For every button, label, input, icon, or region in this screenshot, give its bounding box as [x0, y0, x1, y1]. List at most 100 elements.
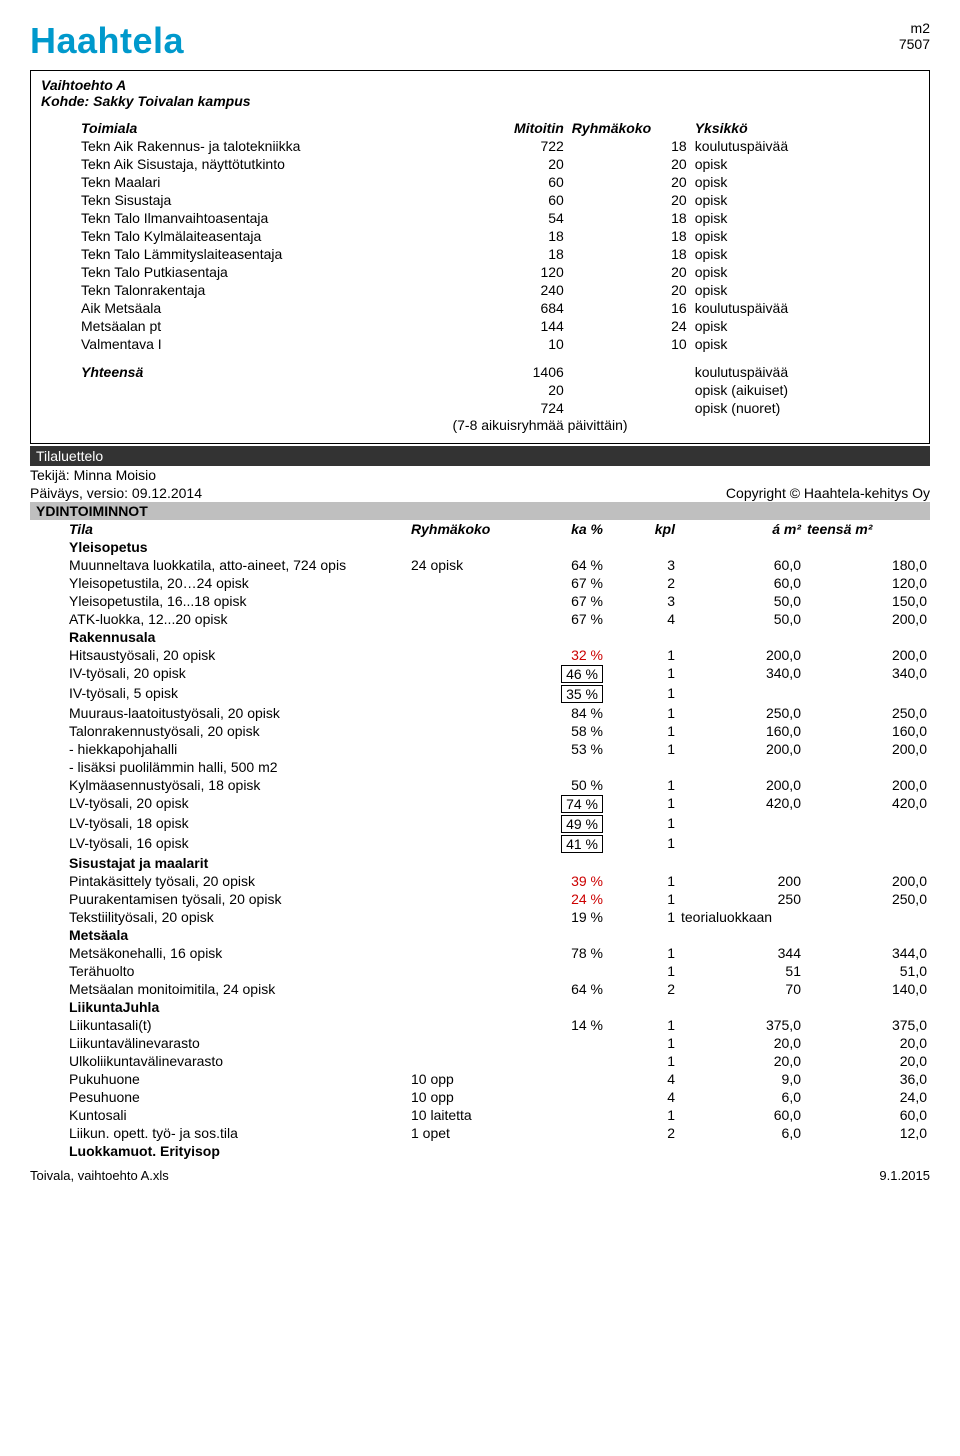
- row-name: LV-työsali, 18 opisk: [66, 814, 408, 834]
- sum-mitoitin: 724: [462, 399, 567, 417]
- row-am2: 250: [678, 890, 804, 908]
- row-ryhma: [408, 1052, 516, 1070]
- footer-left: Toivala, vaihtoehto A.xls: [30, 1168, 169, 1183]
- footer: Toivala, vaihtoehto A.xls 9.1.2015: [30, 1168, 930, 1183]
- row-tot: [804, 684, 930, 704]
- row-ryhma: [408, 944, 516, 962]
- row-mitoitin: 144: [462, 317, 567, 335]
- row-name: Tekn Aik Sisustaja, näyttötutkinto: [41, 155, 462, 173]
- row-ryhma: 20: [568, 281, 691, 299]
- row-am2: 51: [678, 962, 804, 980]
- row-tot: 36,0: [804, 1070, 930, 1088]
- row-tot: 200,0: [804, 872, 930, 890]
- row-tot: [804, 758, 930, 776]
- row-ka: 41 %: [516, 834, 606, 854]
- row-kpl: 3: [606, 592, 678, 610]
- row-ryhma: [408, 684, 516, 704]
- row-ka: 50 %: [516, 776, 606, 794]
- row-name: Pesuhuone: [66, 1088, 408, 1106]
- row-ryhma: [408, 834, 516, 854]
- row-name: Ulkoliikuntavälinevarasto: [66, 1052, 408, 1070]
- row-tot: 51,0: [804, 962, 930, 980]
- row-name: Tekn Talonrakentaja: [41, 281, 462, 299]
- row-name: Liikun. opett. työ- ja sos.tila: [66, 1124, 408, 1142]
- row-ka: [516, 1034, 606, 1052]
- row-ryhma: 16: [568, 299, 691, 317]
- row-mitoitin: 722: [462, 137, 567, 155]
- row-am2: 160,0: [678, 722, 804, 740]
- row-name: Tekn Maalari: [41, 173, 462, 191]
- row-yksikko: opisk: [691, 245, 919, 263]
- row-mitoitin: 60: [462, 191, 567, 209]
- row-tot: 150,0: [804, 592, 930, 610]
- row-yksikko: opisk: [691, 155, 919, 173]
- row-name: Hitsaustyösali, 20 opisk: [66, 646, 408, 664]
- group-title: Rakennusala: [66, 628, 930, 646]
- row-am2: 200,0: [678, 740, 804, 758]
- header-meta: m2 7507: [899, 20, 930, 52]
- row-ka: 35 %: [516, 684, 606, 704]
- row-ryhma: 18: [568, 245, 691, 263]
- row-ka: 84 %: [516, 704, 606, 722]
- row-name: Tekn Talo Ilmanvaihtoasentaja: [41, 209, 462, 227]
- row-am2: 200,0: [678, 646, 804, 664]
- row-am2: [678, 758, 804, 776]
- row-kpl: 1: [606, 722, 678, 740]
- row-kpl: 2: [606, 1124, 678, 1142]
- row-mitoitin: 54: [462, 209, 567, 227]
- row-tot: 200,0: [804, 776, 930, 794]
- option-title: Vaihtoehto A: [41, 77, 919, 93]
- date-line: Päiväys, versio: 09.12.2014 Copyright © …: [30, 484, 930, 502]
- row-name: Terähuolto: [66, 962, 408, 980]
- row-tot: 60,0: [804, 1106, 930, 1124]
- row-tot: 200,0: [804, 646, 930, 664]
- row-ryhma: 18: [568, 209, 691, 227]
- row-name: Yleisopetustila, 20…24 opisk: [66, 574, 408, 592]
- h-tot: teensä m²: [804, 520, 930, 538]
- row-mitoitin: 18: [462, 227, 567, 245]
- row-name: ATK-luokka, 12...20 opisk: [66, 610, 408, 628]
- row-ryhma: [408, 980, 516, 998]
- row-kpl: 1: [606, 776, 678, 794]
- row-mitoitin: 120: [462, 263, 567, 281]
- row-am2: 70: [678, 980, 804, 998]
- row-ka: [516, 1052, 606, 1070]
- row-tot: 160,0: [804, 722, 930, 740]
- author: Tekijä: Minna Moisio: [30, 466, 930, 484]
- row-am2: 60,0: [678, 556, 804, 574]
- row-kpl: 1: [606, 664, 678, 684]
- sum-label: [41, 381, 462, 399]
- row-name: Talonrakennustyösali, 20 opisk: [66, 722, 408, 740]
- row-am2: 50,0: [678, 592, 804, 610]
- row-name: Kylmäasennustyösali, 18 opisk: [66, 776, 408, 794]
- row-ryhma: [408, 776, 516, 794]
- row-name: IV-työsali, 20 opisk: [66, 664, 408, 684]
- row-yksikko: opisk: [691, 317, 919, 335]
- row-ka: 53 %: [516, 740, 606, 758]
- row-kpl: 1: [606, 1106, 678, 1124]
- row-ka: 67 %: [516, 592, 606, 610]
- row-tot: 20,0: [804, 1052, 930, 1070]
- row-ryhma: [408, 794, 516, 814]
- row-am2: 200,0: [678, 776, 804, 794]
- row-ka: 19 %: [516, 908, 606, 926]
- row-kpl: 2: [606, 980, 678, 998]
- row-tot: 340,0: [804, 664, 930, 684]
- row-name: Metsäkonehalli, 16 opisk: [66, 944, 408, 962]
- row-name: LV-työsali, 16 opisk: [66, 834, 408, 854]
- row-ryhma: 20: [568, 263, 691, 281]
- row-ryhma: [408, 908, 516, 926]
- row-am2: 60,0: [678, 574, 804, 592]
- row-name: Tekn Talo Putkiasentaja: [41, 263, 462, 281]
- th-yksikko: Yksikkö: [691, 119, 919, 137]
- row-kpl: 1: [606, 834, 678, 854]
- row-ka: [516, 1070, 606, 1088]
- row-yksikko: opisk: [691, 173, 919, 191]
- sum-mitoitin: 1406: [462, 363, 567, 381]
- row-ryhma: [408, 664, 516, 684]
- row-ka: 74 %: [516, 794, 606, 814]
- row-am2: [678, 834, 804, 854]
- row-mitoitin: 240: [462, 281, 567, 299]
- top-table: Toimiala Mitoitin Ryhmäkoko Yksikkö Tekn…: [41, 119, 919, 417]
- row-ryhma: 1 opet: [408, 1124, 516, 1142]
